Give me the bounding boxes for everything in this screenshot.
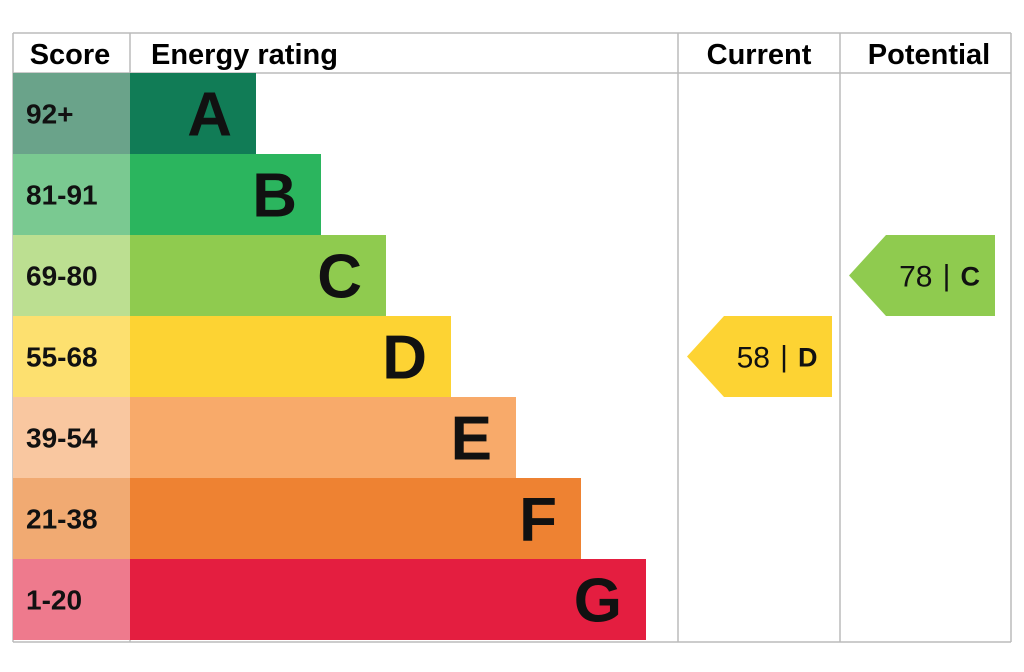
current-rating-arrow-separator: | (780, 341, 788, 374)
band-letter: D (382, 324, 427, 393)
band-c: 69-80 C (13, 235, 386, 316)
score-cell (13, 316, 130, 397)
header-score: Score (30, 39, 111, 71)
score-label: 55-68 (26, 342, 98, 373)
band-e: 39-54 E (13, 397, 516, 478)
current-rating-arrow: 58 | D (687, 316, 832, 397)
current-rating-arrow-shape (687, 316, 832, 397)
potential-rating-arrow-value: 78 (899, 261, 932, 294)
rating-bar (130, 154, 321, 235)
band-d: 55-68 D (13, 316, 451, 397)
band-letter: A (187, 81, 232, 150)
band-letter: C (317, 243, 362, 312)
band-letter: B (252, 162, 297, 231)
score-label: 92+ (26, 99, 74, 130)
score-cell (13, 73, 130, 154)
rating-bar (130, 235, 386, 316)
header-potential: Potential (868, 39, 990, 71)
band-f: 21-38 F (13, 478, 581, 559)
column-headers: Score Energy rating Current Potential (30, 39, 991, 71)
score-cell (13, 154, 130, 235)
rating-bar (130, 316, 451, 397)
rating-arrows: 58 | D 78 | C (687, 235, 995, 397)
score-label: 1-20 (26, 585, 82, 616)
score-cell (13, 397, 130, 478)
potential-rating-arrow-band: C (961, 262, 981, 292)
rating-bar (130, 397, 516, 478)
current-rating-arrow-value: 58 (737, 342, 770, 375)
score-cell (13, 478, 130, 559)
score-cell (13, 235, 130, 316)
score-label: 39-54 (26, 423, 98, 454)
score-label: 69-80 (26, 261, 98, 292)
band-letter: F (519, 486, 557, 555)
rating-bands: 92+ A 81-91 B 69-80 C 55-68 D 39-54 E 21-38 F 1-20 G (13, 73, 646, 640)
band-g: 1-20 G (13, 559, 646, 640)
score-label: 21-38 (26, 504, 98, 535)
band-letter: E (451, 405, 492, 474)
band-a: 92+ A (13, 73, 256, 154)
potential-rating-arrow-separator: | (943, 260, 951, 293)
band-b: 81-91 B (13, 154, 321, 235)
score-label: 81-91 (26, 180, 98, 211)
rating-bar (130, 73, 256, 154)
current-rating-arrow-band: D (798, 343, 818, 373)
potential-rating-arrow-shape (849, 235, 995, 316)
header-energy-rating: Energy rating (151, 39, 338, 71)
potential-rating-arrow: 78 | C (849, 235, 995, 316)
score-cell (13, 559, 130, 640)
rating-bar (130, 559, 646, 640)
rating-bar (130, 478, 581, 559)
band-letter: G (574, 567, 622, 636)
header-current: Current (707, 39, 812, 71)
